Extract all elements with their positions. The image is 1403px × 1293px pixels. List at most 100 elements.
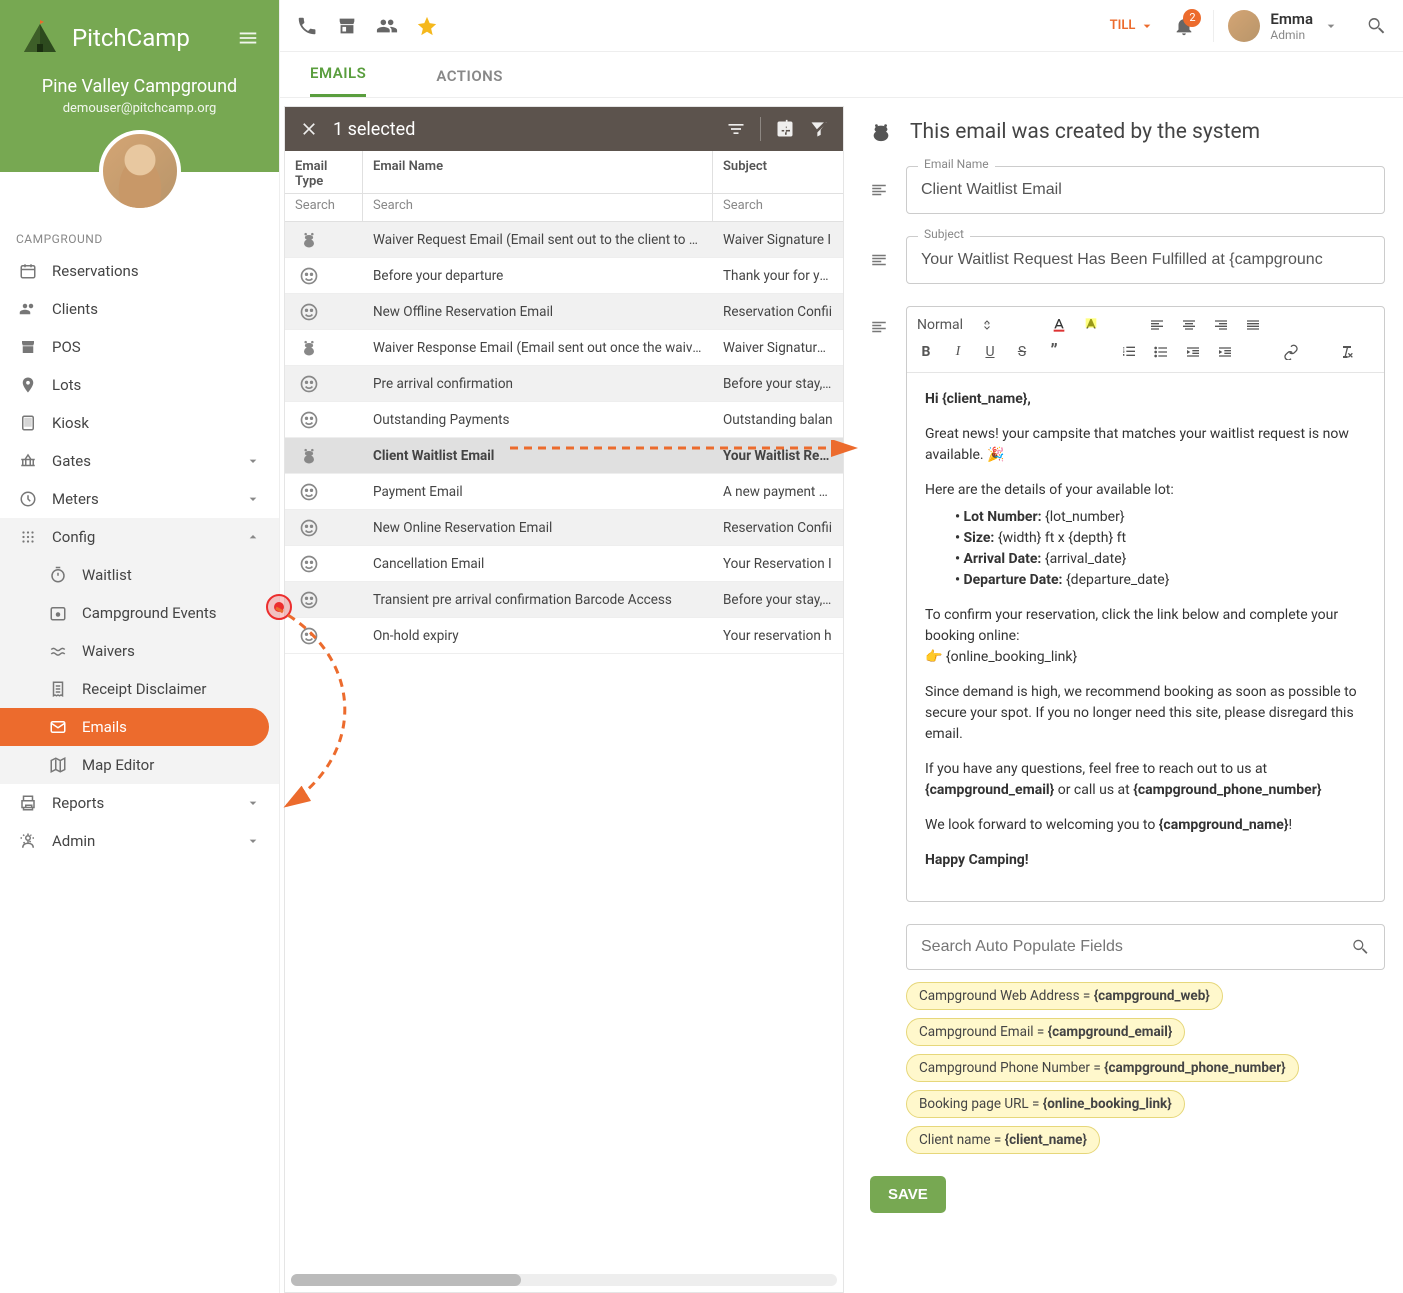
col-header-type[interactable]: Email Type bbox=[285, 151, 363, 193]
selection-bar: 1 selected bbox=[285, 107, 843, 151]
table-row[interactable]: Waiver Response Email (Email sent out on… bbox=[285, 330, 843, 366]
search-fields-box[interactable] bbox=[906, 924, 1385, 970]
grid-icon bbox=[18, 528, 38, 546]
search-name[interactable]: Search bbox=[363, 194, 713, 221]
waves-icon bbox=[48, 642, 68, 660]
highlight-icon[interactable] bbox=[1083, 317, 1101, 333]
font-color-icon[interactable] bbox=[1051, 317, 1069, 333]
star-icon[interactable] bbox=[416, 15, 438, 37]
clear-format-btn[interactable] bbox=[1339, 344, 1357, 360]
bold-btn[interactable]: B bbox=[917, 344, 935, 360]
selection-count: 1 selected bbox=[333, 119, 712, 140]
map-icon bbox=[48, 756, 68, 774]
menu-icon[interactable] bbox=[237, 27, 259, 49]
table-row[interactable]: Client Waitlist EmailYour Waitlist Requ bbox=[285, 438, 843, 474]
search-fields-input[interactable] bbox=[921, 938, 1350, 956]
align-right-btn[interactable] bbox=[1213, 317, 1231, 333]
field-chip[interactable]: Client name = {client_name} bbox=[906, 1126, 1100, 1154]
phone-icon[interactable] bbox=[296, 15, 318, 37]
nav-sub-waitlist[interactable]: Waitlist bbox=[0, 556, 279, 594]
people-icon[interactable] bbox=[376, 15, 398, 37]
outdent-btn[interactable] bbox=[1185, 344, 1203, 360]
align-left-icon bbox=[870, 318, 888, 336]
brand-logo-icon bbox=[20, 18, 60, 58]
add-icon[interactable] bbox=[775, 119, 795, 139]
table-row[interactable]: New Offline Reservation EmailReservation… bbox=[285, 294, 843, 330]
filter-icon[interactable] bbox=[726, 119, 746, 139]
nav-sub-waivers[interactable]: Waivers bbox=[0, 632, 279, 670]
mail-icon bbox=[48, 718, 68, 736]
align-center-btn[interactable] bbox=[1181, 317, 1199, 333]
nav-pos[interactable]: POS bbox=[0, 328, 279, 366]
hscrollbar[interactable] bbox=[285, 1274, 843, 1286]
table-row[interactable]: New Online Reservation EmailReservation … bbox=[285, 510, 843, 546]
tab-emails[interactable]: EMAILS bbox=[310, 64, 366, 97]
nav-sub-map-editor[interactable]: Map Editor bbox=[0, 746, 279, 784]
search-type[interactable]: Search bbox=[285, 194, 363, 221]
table-row[interactable]: Payment EmailA new payment ha bbox=[285, 474, 843, 510]
print-icon bbox=[18, 794, 38, 812]
table-row[interactable]: Transient pre arrival confirmation Barco… bbox=[285, 582, 843, 618]
email-list-panel: 1 selected Email Type Email Name Subject… bbox=[284, 106, 844, 1293]
col-header-name[interactable]: Email Name bbox=[363, 151, 713, 193]
align-justify-btn[interactable] bbox=[1245, 317, 1263, 333]
subject-input[interactable] bbox=[906, 236, 1385, 284]
link-btn[interactable] bbox=[1283, 344, 1301, 360]
indent-btn[interactable] bbox=[1217, 344, 1235, 360]
field-chip[interactable]: Campground Email = {campground_email} bbox=[906, 1018, 1185, 1046]
clear-filter-icon[interactable] bbox=[809, 119, 829, 139]
close-icon[interactable] bbox=[299, 119, 319, 139]
nav-kiosk[interactable]: Kiosk bbox=[0, 404, 279, 442]
row-name: Waiver Response Email (Email sent out on… bbox=[363, 340, 713, 356]
search-subject[interactable]: Search bbox=[713, 194, 843, 221]
table-row[interactable]: Before your departureThank your for you bbox=[285, 258, 843, 294]
strike-btn[interactable]: S bbox=[1013, 344, 1031, 360]
quote-btn[interactable]: ” bbox=[1045, 341, 1063, 362]
nav-reports[interactable]: Reports bbox=[0, 784, 279, 822]
ul-btn[interactable] bbox=[1153, 344, 1171, 360]
nav-lots[interactable]: Lots bbox=[0, 366, 279, 404]
save-button[interactable]: SAVE bbox=[870, 1176, 946, 1213]
notifications-button[interactable]: 2 bbox=[1173, 15, 1195, 37]
nav-reservations[interactable]: Reservations bbox=[0, 252, 279, 290]
field-chip[interactable]: Campground Phone Number = {campground_ph… bbox=[906, 1054, 1299, 1082]
format-select[interactable]: Normal bbox=[917, 317, 993, 333]
email-name-input[interactable] bbox=[906, 166, 1385, 214]
calendar-icon bbox=[18, 262, 38, 280]
italic-btn[interactable]: I bbox=[949, 344, 967, 360]
align-left-btn[interactable] bbox=[1149, 317, 1167, 333]
field-chip[interactable]: Campground Web Address = {campground_web… bbox=[906, 982, 1223, 1010]
table-row[interactable]: Outstanding PaymentsOutstanding balan bbox=[285, 402, 843, 438]
table-row[interactable]: Cancellation EmailYour Reservation I bbox=[285, 546, 843, 582]
ol-btn[interactable] bbox=[1121, 344, 1139, 360]
nav-sub-campground-events[interactable]: Campground Events bbox=[0, 594, 279, 632]
store-icon[interactable] bbox=[336, 15, 358, 37]
underline-btn[interactable]: U bbox=[981, 344, 999, 360]
nav-clients[interactable]: Clients bbox=[0, 290, 279, 328]
nav-sub-emails[interactable]: Emails bbox=[0, 708, 269, 746]
nav-meters[interactable]: Meters bbox=[0, 480, 279, 518]
row-subject: Before your stay, F bbox=[713, 592, 843, 608]
rte-content[interactable]: Hi {client_name}, Great news! your camps… bbox=[907, 373, 1384, 901]
search-icon[interactable] bbox=[1365, 15, 1387, 37]
tab-actions[interactable]: ACTIONS bbox=[436, 67, 503, 97]
row-name: Pre arrival confirmation bbox=[363, 376, 713, 392]
table-row[interactable]: Pre arrival confirmationBefore your stay… bbox=[285, 366, 843, 402]
field-chip[interactable]: Booking page URL = {online_booking_link} bbox=[906, 1090, 1185, 1118]
email-name-field: Email Name bbox=[906, 166, 1385, 214]
nav-admin[interactable]: Admin bbox=[0, 822, 279, 860]
tablet-icon bbox=[18, 414, 38, 432]
row-subject: Your Waitlist Requ bbox=[713, 448, 843, 464]
rich-text-editor: Normal B I U S ” bbox=[906, 306, 1385, 902]
user-menu[interactable]: Emma Admin bbox=[1213, 10, 1339, 42]
row-subject: Outstanding balan bbox=[713, 412, 843, 428]
nav-gates[interactable]: Gates bbox=[0, 442, 279, 480]
user-name: Emma bbox=[1270, 10, 1313, 28]
col-header-subject[interactable]: Subject bbox=[713, 151, 843, 193]
table-row[interactable]: On-hold expiryYour reservation h bbox=[285, 618, 843, 654]
till-button[interactable]: TILL bbox=[1110, 18, 1156, 34]
table-row[interactable]: Waiver Request Email (Email sent out to … bbox=[285, 222, 843, 258]
avatar[interactable] bbox=[99, 130, 181, 212]
nav-sub-receipt-disclaimer[interactable]: Receipt Disclaimer bbox=[0, 670, 279, 708]
nav-config[interactable]: Config bbox=[0, 518, 279, 556]
